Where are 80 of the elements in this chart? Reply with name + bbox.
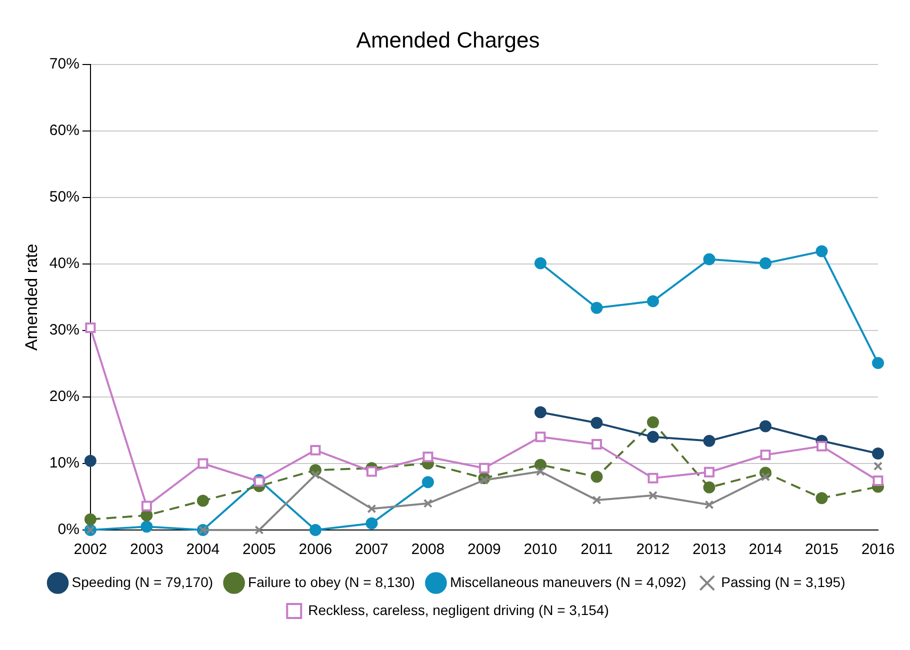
point — [646, 295, 659, 308]
point — [759, 420, 772, 432]
point — [760, 472, 770, 482]
x-tick-label: 2008 — [411, 541, 445, 558]
point — [84, 454, 96, 467]
y-tick-label: 10% — [49, 454, 80, 472]
point — [141, 500, 152, 512]
point — [480, 476, 489, 485]
y-tick-label: 20% — [49, 388, 80, 406]
point — [536, 466, 545, 476]
point — [534, 406, 546, 418]
point — [590, 416, 603, 429]
point — [873, 462, 883, 471]
point — [872, 448, 884, 460]
x-tick-label: 2002 — [74, 541, 108, 558]
point — [703, 253, 716, 266]
y-axis-title: Amended rate — [22, 244, 41, 351]
point — [816, 245, 828, 258]
y-tick-label: 50% — [49, 188, 80, 206]
x-tick-label: 2016 — [861, 541, 895, 558]
x-tick-label: 2014 — [748, 541, 782, 558]
point — [704, 466, 714, 478]
point — [478, 462, 490, 474]
x-tick-label: 2013 — [692, 541, 726, 558]
point — [648, 472, 658, 484]
x-tick-label: 2007 — [355, 541, 388, 558]
x-tick-label: 2015 — [805, 541, 838, 558]
x-tick-label: 2003 — [130, 541, 164, 558]
point — [534, 458, 546, 471]
chart-title: Amended Charges — [356, 27, 540, 52]
point — [367, 504, 376, 514]
point — [759, 257, 772, 270]
point — [816, 492, 828, 504]
point — [816, 440, 827, 452]
point — [591, 438, 602, 450]
y-tick-label: 70% — [49, 56, 80, 73]
point — [84, 513, 96, 526]
point — [590, 470, 603, 483]
x-tick-label: 2012 — [636, 541, 670, 558]
y-tick-label: 30% — [49, 322, 80, 339]
point — [703, 481, 716, 494]
point — [592, 496, 602, 505]
point — [422, 476, 434, 488]
legend-label: Reckless, careless, negligent driving (N = 3,154) — [308, 602, 609, 618]
point — [423, 498, 432, 508]
y-tick-label: 60% — [49, 122, 80, 140]
x-tick-label: 2009 — [468, 541, 501, 558]
legend-label: Speeding (N = 79,170) — [72, 574, 214, 590]
point — [310, 444, 321, 456]
point — [703, 434, 716, 447]
point — [198, 458, 208, 469]
point — [310, 470, 320, 480]
point — [760, 450, 771, 460]
x-tick-label: 2004 — [186, 541, 220, 558]
point — [590, 302, 603, 314]
point — [366, 517, 378, 530]
x-tick-label: 2005 — [242, 541, 276, 558]
point — [140, 520, 153, 533]
point — [309, 524, 322, 536]
legend-label: Passing (N = 3,195) — [721, 574, 846, 590]
legend-label: Miscellaneous maneuvers (N = 4,092) — [450, 574, 686, 590]
x-tick-label: 2010 — [524, 541, 558, 558]
y-tick-label: 40% — [49, 255, 80, 272]
point — [254, 525, 264, 535]
legend-label: Failure to obey (N = 8,130) — [248, 574, 415, 590]
point — [196, 494, 209, 507]
point — [646, 430, 659, 443]
point — [535, 432, 546, 442]
point — [422, 452, 434, 462]
point — [704, 500, 714, 510]
y-tick-label: 0% — [58, 521, 80, 538]
point — [85, 322, 96, 334]
x-tick-label: 2011 — [580, 541, 613, 558]
point — [872, 357, 884, 370]
point — [648, 490, 658, 500]
point — [366, 466, 377, 477]
x-tick-label: 2006 — [298, 541, 332, 558]
point — [646, 416, 659, 428]
point — [872, 476, 884, 486]
point — [534, 257, 546, 270]
